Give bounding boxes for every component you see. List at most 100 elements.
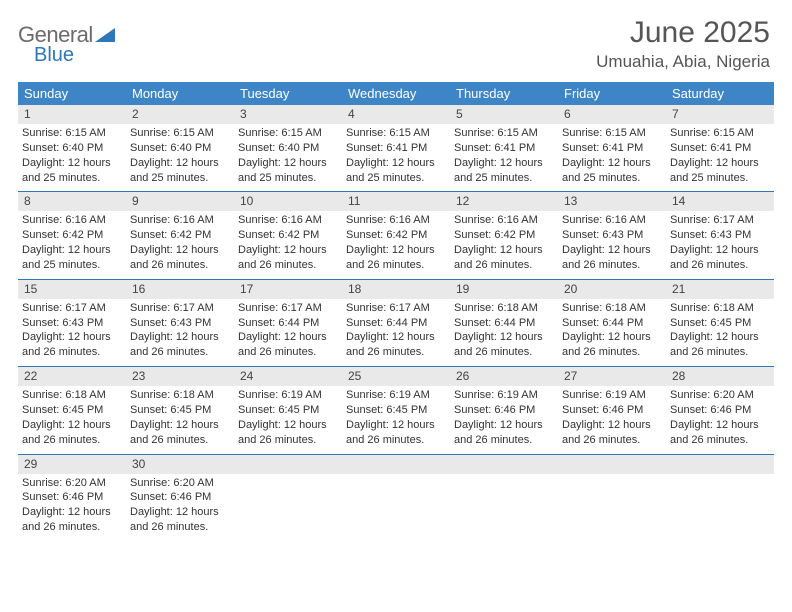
day-sunrise: Sunrise: 6:15 AM xyxy=(454,126,554,141)
day-cell: Sunrise: 6:15 AMSunset: 6:40 PMDaylight:… xyxy=(126,124,234,191)
day-day2: and 26 minutes. xyxy=(238,433,338,448)
day-day2: and 26 minutes. xyxy=(130,520,230,535)
weeks-container: 1234567Sunrise: 6:15 AMSunset: 6:40 PMDa… xyxy=(18,105,774,541)
day-cell: Sunrise: 6:17 AMSunset: 6:44 PMDaylight:… xyxy=(234,299,342,366)
day-number: 7 xyxy=(666,105,774,124)
day-day2: and 26 minutes. xyxy=(670,433,770,448)
day-sunset: Sunset: 6:41 PM xyxy=(562,141,662,156)
day-sunset: Sunset: 6:44 PM xyxy=(562,316,662,331)
day-day2: and 26 minutes. xyxy=(130,433,230,448)
logo: General Blue xyxy=(18,22,115,67)
day-day1: Daylight: 12 hours xyxy=(22,418,122,433)
day-sunset: Sunset: 6:43 PM xyxy=(130,316,230,331)
day-sunrise: Sunrise: 6:17 AM xyxy=(346,301,446,316)
day-cell: Sunrise: 6:18 AMSunset: 6:45 PMDaylight:… xyxy=(18,386,126,453)
week-info-row: Sunrise: 6:16 AM Sunset: 6:42 PM Daylight:… xyxy=(18,211,774,278)
day-number: 27 xyxy=(558,367,666,386)
day-cell: Sunrise: 6:15 AMSunset: 6:41 PMDaylight:… xyxy=(342,124,450,191)
day-sunset: Sunset: 6:43 PM xyxy=(22,316,122,331)
day-sunrise: Sunrise: 6:17 AM xyxy=(238,301,338,316)
day-day1: Daylight: 12 hours xyxy=(130,418,230,433)
day-sunrise: Sunrise: 6:20 AM xyxy=(22,476,122,491)
day-cell: Sunrise: 6:15 AMSunset: 6:40 PMDaylight:… xyxy=(18,124,126,191)
day-day1: Daylight: 12 hours xyxy=(346,156,446,171)
day-info: Sunrise: 6:16 AMSunset: 6:43 PMDaylight:… xyxy=(562,211,662,272)
day-number: 11 xyxy=(342,192,450,211)
day-day1: Daylight: 12 hours xyxy=(238,330,338,345)
day-day1: Daylight: 12 hours xyxy=(346,243,446,258)
calendar: Sunday Monday Tuesday Wednesday Thursday… xyxy=(18,82,774,541)
day-sunset: Sunset: 6:41 PM xyxy=(454,141,554,156)
day-info: Sunrise: 6:19 AMSunset: 6:46 PMDaylight:… xyxy=(562,386,662,447)
week-info-row: Sunrise: 6:17 AMSunset: 6:43 PMDaylight:… xyxy=(18,299,774,366)
day-info: Sunrise: 6:15 AMSunset: 6:40 PMDaylight:… xyxy=(130,124,230,185)
day-day2: and 25 minutes. xyxy=(562,171,662,186)
day-day1: Daylight: 12 hours xyxy=(454,418,554,433)
day-number: 6 xyxy=(558,105,666,124)
day-day2: and 25 minutes. xyxy=(22,258,122,273)
day-number: 18 xyxy=(342,280,450,299)
day-info: Sunrise: 6:16 AMSunset: 6:42 PMDaylight:… xyxy=(454,211,554,272)
day-info: Sunrise: 6:17 AMSunset: 6:43 PMDaylight:… xyxy=(22,299,122,360)
day-sunset: Sunset: 6:44 PM xyxy=(238,316,338,331)
day-sunrise: Sunrise: 6:15 AM xyxy=(562,126,662,141)
day-number xyxy=(558,455,666,474)
day-number: 29 xyxy=(18,455,126,474)
day-number: 21 xyxy=(666,280,774,299)
day-sunset: Sunset: 6:43 PM xyxy=(670,228,770,243)
day-day1: Daylight: 12 hours xyxy=(238,418,338,433)
day-day2: and 26 minutes. xyxy=(562,433,662,448)
day-day1: Daylight: 12 hours xyxy=(562,156,662,171)
day-sunset: Sunset: 6:46 PM xyxy=(130,490,230,505)
day-cell: Sunrise: 6:17 AMSunset: 6:43 PMDaylight:… xyxy=(666,211,774,278)
day-day1: Daylight: 12 hours xyxy=(454,330,554,345)
day-day2: and 26 minutes. xyxy=(454,345,554,360)
day-cell xyxy=(450,474,558,541)
day-info: Sunrise: 6:16 AMSunset: 6:42 PMDaylight:… xyxy=(346,211,446,272)
day-sunrise: Sunrise: 6:16 AM xyxy=(454,213,554,228)
day-cell: Sunrise: 6:18 AMSunset: 6:44 PMDaylight:… xyxy=(558,299,666,366)
day-cell: Sunrise: 6:18 AMSunset: 6:45 PMDaylight:… xyxy=(666,299,774,366)
day-sunset: Sunset: 6:44 PM xyxy=(346,316,446,331)
day-info: Sunrise: 6:20 AMSunset: 6:46 PMDaylight:… xyxy=(670,386,770,447)
day-number xyxy=(450,455,558,474)
week-number-row: 891011121314 xyxy=(18,191,774,211)
day-day1: Daylight: 12 hours xyxy=(670,243,770,258)
day-sunset: Sunset: 6:42 PM xyxy=(22,228,122,243)
day-sunrise: Sunrise: 6:19 AM xyxy=(238,388,338,403)
day-number: 16 xyxy=(126,280,234,299)
day-sunrise: Sunrise: 6:16 AM xyxy=(238,213,338,228)
day-info: Sunrise: 6:19 AMSunset: 6:45 PMDaylight:… xyxy=(346,386,446,447)
day-day2: and 25 minutes. xyxy=(130,171,230,186)
weekday-header: Thursday xyxy=(450,82,558,105)
day-number: 28 xyxy=(666,367,774,386)
day-info: Sunrise: 6:16 AMSunset: 6:42 PMDaylight:… xyxy=(22,211,122,272)
day-number: 22 xyxy=(18,367,126,386)
day-info: Sunrise: 6:15 AMSunset: 6:41 PMDaylight:… xyxy=(670,124,770,185)
day-info: Sunrise: 6:17 AMSunset: 6:43 PMDaylight:… xyxy=(670,211,770,272)
day-sunrise: Sunrise: 6:15 AM xyxy=(130,126,230,141)
day-number: 5 xyxy=(450,105,558,124)
day-day2: and 26 minutes. xyxy=(670,258,770,273)
day-day1: Daylight: 12 hours xyxy=(130,330,230,345)
day-day1: Daylight: 12 hours xyxy=(22,156,122,171)
day-sunset: Sunset: 6:40 PM xyxy=(22,141,122,156)
day-info: Sunrise: 6:18 AMSunset: 6:45 PMDaylight:… xyxy=(670,299,770,360)
day-sunset: Sunset: 6:45 PM xyxy=(670,316,770,331)
day-day2: and 26 minutes. xyxy=(562,258,662,273)
day-day2: and 25 minutes. xyxy=(346,171,446,186)
day-cell: Sunrise: 6:20 AMSunset: 6:46 PMDaylight:… xyxy=(18,474,126,541)
day-sunset: Sunset: 6:46 PM xyxy=(670,403,770,418)
week-info-row: Sunrise: 6:18 AMSunset: 6:45 PMDaylight:… xyxy=(18,386,774,453)
day-cell: Sunrise: 6:16 AMSunset: 6:42 PMDaylight:… xyxy=(234,211,342,278)
day-sunrise: Sunrise: 6:15 AM xyxy=(22,126,122,141)
day-day1: Daylight: 12 hours xyxy=(562,330,662,345)
day-cell: Sunrise: 6:20 AMSunset: 6:46 PMDaylight:… xyxy=(126,474,234,541)
day-day1: Daylight: 12 hours xyxy=(454,156,554,171)
day-day2: and 26 minutes. xyxy=(130,258,230,273)
day-cell: Sunrise: 6:17 AMSunset: 6:43 PMDaylight:… xyxy=(18,299,126,366)
day-cell: Sunrise: 6:17 AMSunset: 6:43 PMDaylight:… xyxy=(126,299,234,366)
day-info: Sunrise: 6:15 AMSunset: 6:40 PMDaylight:… xyxy=(22,124,122,185)
day-info: Sunrise: 6:16 AMSunset: 6:42 PMDaylight:… xyxy=(130,211,230,272)
day-cell: Sunrise: 6:15 AMSunset: 6:41 PMDaylight:… xyxy=(666,124,774,191)
